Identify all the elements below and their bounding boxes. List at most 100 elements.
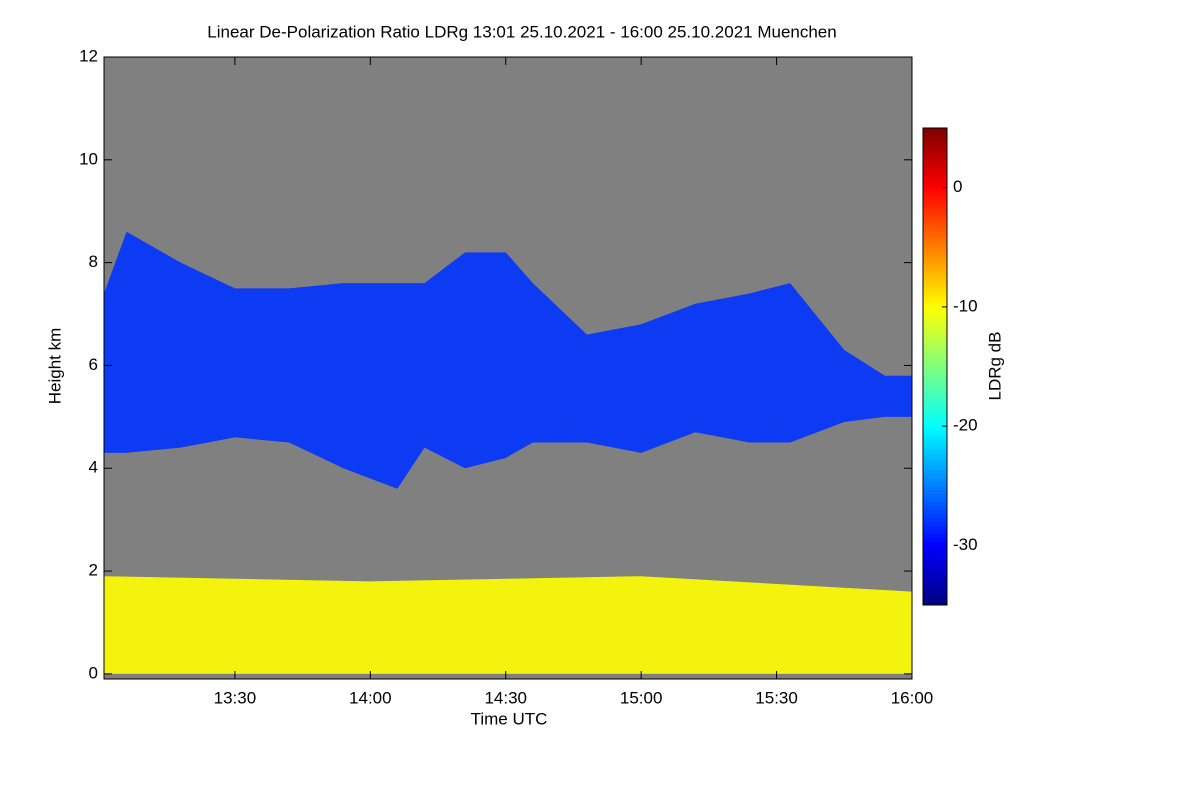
colorbar-cell <box>923 394 947 399</box>
colorbar-cell <box>923 135 947 141</box>
colorbar-cell <box>923 426 947 431</box>
colorbar-cell <box>923 477 947 483</box>
y-axis-label: Height km <box>45 328 64 405</box>
colorbar-cell <box>923 346 947 352</box>
colorbar-cell <box>923 279 947 284</box>
colorbar-cell <box>923 362 947 367</box>
colorbar-cell <box>923 581 947 586</box>
colorbar-cell <box>923 187 947 193</box>
x-tick-label: 13:30 <box>214 688 257 707</box>
colorbar-cell <box>923 163 947 169</box>
colorbar-cell <box>923 290 947 296</box>
colorbar-cell <box>923 521 947 526</box>
colorbar-cell <box>923 378 947 383</box>
plot-frame <box>103 56 913 680</box>
colorbar-cell <box>923 267 947 272</box>
colorbar-cell <box>923 255 947 260</box>
colorbar-cell <box>923 203 947 208</box>
colorbar-cell <box>923 227 947 232</box>
colorbar-cell <box>923 418 947 423</box>
colorbar-cell <box>923 525 947 530</box>
colorbar-cell <box>923 139 947 145</box>
colorbar-cell <box>923 251 947 256</box>
colorbar-cell <box>923 167 947 173</box>
colorbar-cell <box>923 513 947 519</box>
colorbar-frame <box>922 127 948 606</box>
colorbar-cell <box>923 191 947 197</box>
colorbar-cell <box>923 243 947 248</box>
colorbar-cell <box>923 247 947 252</box>
colorbar-tick-label: 0 <box>953 177 962 196</box>
colorbar-cell <box>923 283 947 288</box>
colorbar-cell <box>923 509 947 515</box>
colorbar-cell <box>923 469 947 475</box>
x-tick-label: 16:00 <box>891 688 934 707</box>
colorbar-cell <box>923 382 947 387</box>
colorbar-cell <box>923 330 947 336</box>
colorbar-cell <box>923 533 947 538</box>
colorbar-cell <box>923 593 947 598</box>
y-tick-label: 10 <box>79 149 98 168</box>
chart-title: Linear De-Polarization Ratio LDRg 13:01 … <box>207 22 836 41</box>
colorbar-cell <box>923 541 947 546</box>
x-tick-label: 15:00 <box>620 688 663 707</box>
x-tick-label: 15:30 <box>755 688 798 707</box>
colorbar-cell <box>923 481 947 487</box>
colorbar-cell <box>923 589 947 594</box>
colorbar-cell <box>923 159 947 165</box>
colorbar-cell <box>923 183 947 189</box>
colorbar-cell <box>923 179 947 185</box>
x-tick-label: 14:00 <box>349 688 392 707</box>
colorbar-cell <box>923 557 947 562</box>
colorbar-cell <box>923 239 947 244</box>
colorbar-cell <box>923 573 947 578</box>
colorbar-cell <box>923 446 947 451</box>
colorbar-cell <box>923 287 947 292</box>
colorbar-cell <box>923 565 947 570</box>
colorbar-cell <box>923 545 947 550</box>
colorbar-cell <box>923 457 947 463</box>
y-tick-label: 2 <box>89 561 98 580</box>
colorbar-cell <box>923 374 947 379</box>
colorbar-cell <box>923 561 947 566</box>
colorbar-cell <box>923 235 947 240</box>
y-tick-label: 8 <box>89 252 98 271</box>
colorbar-cell <box>923 414 947 419</box>
colorbar-cell <box>923 430 947 435</box>
colorbar-cell <box>923 501 947 507</box>
colorbar-cell <box>923 223 947 228</box>
colorbar-cell <box>923 505 947 511</box>
colorbar-cell <box>923 461 947 467</box>
colorbar-cell <box>923 231 947 236</box>
colorbar-cell <box>923 207 947 212</box>
colorbar-cell <box>923 322 947 328</box>
colorbar-cell <box>923 465 947 471</box>
colorbar-cell <box>923 485 947 491</box>
colorbar-cell <box>923 601 947 606</box>
colorbar-cell <box>923 366 947 371</box>
colorbar-cell <box>923 438 947 443</box>
colorbar-cell <box>923 597 947 602</box>
colorbar-cell <box>923 370 947 375</box>
colorbar-cell <box>923 585 947 590</box>
colorbar-cell <box>923 577 947 582</box>
colorbar-cell <box>923 422 947 427</box>
y-tick-label: 12 <box>79 46 98 65</box>
colorbar-cell <box>923 410 947 415</box>
colorbar-cell <box>923 259 947 264</box>
colorbar-cell <box>923 350 947 356</box>
colorbar-cell <box>923 398 947 403</box>
colorbar-cell <box>923 406 947 411</box>
x-tick-label: 14:30 <box>484 688 527 707</box>
x-axis-label: Time UTC <box>471 709 548 728</box>
colorbar-cell <box>923 473 947 479</box>
colorbar-cell <box>923 390 947 395</box>
colorbar-cell <box>923 449 947 455</box>
colorbar-cell <box>923 318 947 324</box>
colorbar-cell <box>923 275 947 280</box>
colorbar-cell <box>923 263 947 268</box>
colorbar-cell <box>923 493 947 499</box>
colorbar-cell <box>923 497 947 503</box>
colorbar-cell <box>923 143 947 149</box>
